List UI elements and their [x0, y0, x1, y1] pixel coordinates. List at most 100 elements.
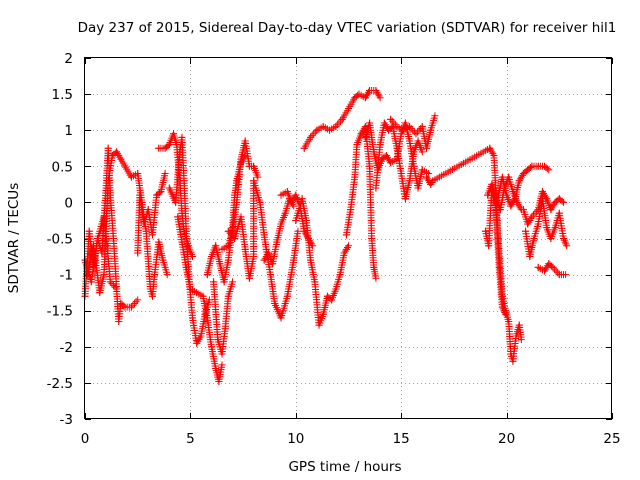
- data-point: [182, 227, 190, 235]
- data-point: [319, 310, 327, 318]
- data-point: [121, 303, 129, 311]
- data-point: [267, 271, 275, 279]
- data-point: [493, 193, 501, 201]
- data-point: [494, 235, 502, 242]
- data-point: [100, 271, 108, 279]
- data-point: [296, 202, 304, 210]
- data-point: [528, 213, 536, 221]
- data-point: [289, 197, 297, 205]
- data-point: [307, 133, 315, 141]
- data-point: [538, 188, 546, 196]
- data-point: [104, 177, 112, 185]
- plot-frame: [84, 57, 612, 419]
- data-point: [256, 198, 264, 206]
- data-point: [492, 195, 500, 203]
- data-point: [529, 211, 537, 219]
- data-point: [524, 220, 532, 228]
- data-point: [370, 263, 378, 271]
- data-point: [482, 227, 490, 235]
- data-point: [372, 274, 380, 282]
- data-point: [205, 296, 213, 304]
- data-point: [281, 209, 289, 217]
- data-point: [425, 170, 433, 178]
- data-point: [534, 220, 542, 228]
- data-point: [386, 157, 394, 165]
- data-point: [221, 325, 229, 333]
- data-point: [361, 123, 369, 131]
- data-point: [409, 126, 417, 134]
- data-point: [393, 123, 401, 131]
- data-point: [335, 119, 343, 127]
- data-point: [552, 267, 560, 275]
- data-point: [241, 245, 249, 253]
- data-point: [140, 220, 148, 228]
- data-point: [111, 283, 119, 291]
- data-point: [517, 336, 525, 344]
- data-point: [534, 263, 542, 271]
- data-point: [543, 224, 551, 232]
- data-point: [113, 148, 121, 156]
- chart-title: Day 237 of 2015, Sidereal Day-to-day VTE…: [78, 20, 617, 36]
- data-point: [261, 254, 269, 262]
- data-point: [161, 144, 169, 152]
- data-point: [340, 249, 348, 257]
- data-point: [194, 337, 202, 345]
- data-point: [196, 334, 204, 342]
- data-point: [89, 242, 97, 250]
- data-point: [114, 150, 122, 158]
- y-tick-label: -3: [60, 412, 73, 428]
- data-point: [361, 94, 369, 102]
- data-point: [108, 151, 116, 159]
- data-point: [207, 253, 215, 261]
- data-point: [148, 231, 156, 239]
- data-point: [199, 292, 207, 300]
- data-point: [547, 235, 555, 242]
- data-point: [490, 198, 498, 206]
- data-point: [515, 177, 523, 185]
- data-point: [193, 289, 201, 297]
- data-point: [283, 188, 291, 196]
- y-tick-label: -2: [60, 340, 73, 356]
- data-point: [273, 238, 281, 246]
- data-point: [153, 191, 161, 199]
- data-point: [415, 126, 423, 134]
- data-point: [498, 173, 506, 181]
- data-point: [104, 144, 112, 152]
- data-point: [551, 224, 559, 232]
- y-axis-label: SDTVAR / TECUs: [6, 183, 22, 293]
- data-point: [172, 198, 180, 206]
- data-point: [500, 184, 508, 192]
- data-point: [308, 132, 316, 140]
- data-point: [380, 119, 388, 127]
- data-point: [207, 343, 215, 351]
- data-point: [294, 227, 302, 235]
- data-point: [486, 144, 494, 152]
- data-point: [142, 227, 150, 235]
- data-point: [399, 126, 407, 134]
- data-point: [250, 177, 258, 185]
- data-point: [96, 289, 104, 297]
- data-point: [561, 238, 569, 246]
- data-point: [224, 292, 232, 300]
- data-point: [494, 191, 502, 199]
- data-point: [534, 162, 542, 170]
- data-point: [159, 256, 167, 264]
- data-point: [347, 206, 355, 214]
- data-point: [165, 184, 173, 192]
- data-point: [176, 148, 184, 156]
- data-point: [373, 88, 381, 96]
- data-point: [543, 263, 551, 271]
- data-point: [551, 198, 559, 206]
- data-point: [560, 198, 568, 206]
- data-point: [357, 130, 365, 138]
- data-point: [381, 121, 389, 129]
- data-point: [355, 90, 363, 98]
- data-point: [507, 350, 515, 358]
- data-point: [117, 299, 125, 307]
- data-point: [385, 155, 393, 163]
- data-point: [269, 260, 277, 268]
- data-point: [560, 236, 568, 244]
- data-point: [485, 242, 493, 250]
- data-point: [197, 332, 205, 340]
- data-point: [180, 177, 188, 185]
